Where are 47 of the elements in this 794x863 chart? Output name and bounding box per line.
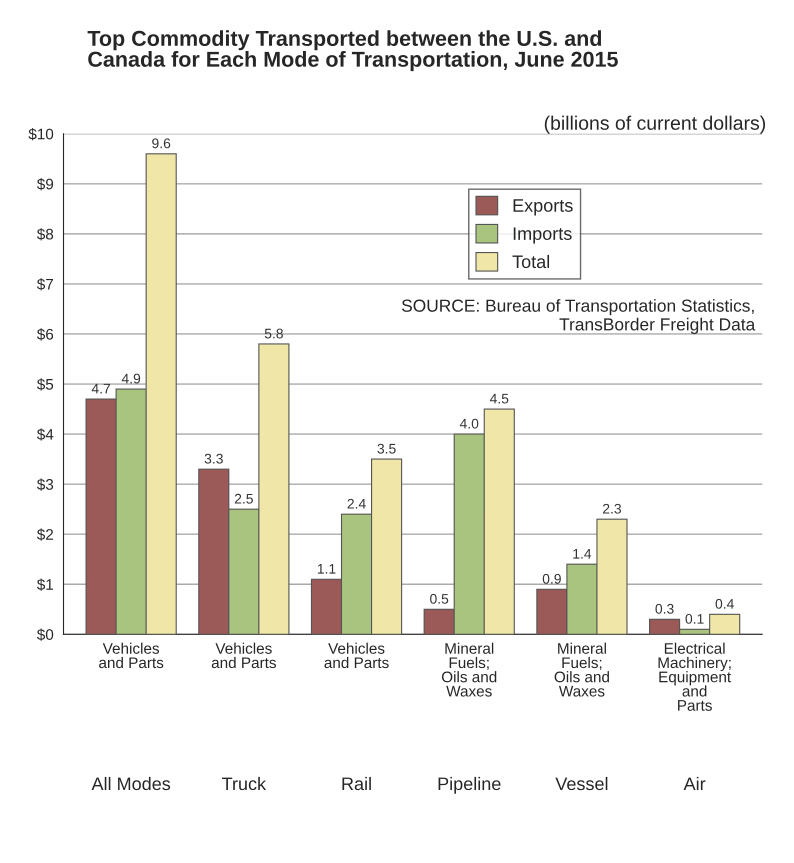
data-label: 4.0: [460, 418, 478, 429]
data-label: 3.5: [377, 444, 396, 454]
x-tick-label: Vehicles and Parts: [99, 642, 164, 668]
legend-label: Exports: [514, 199, 573, 216]
text: Vessel: [555, 776, 608, 790]
data-label: 0.1: [686, 614, 704, 624]
x-tick-label: Vehicles and Parts: [324, 642, 389, 668]
data-label: 3.3: [204, 454, 223, 464]
data-label: 0.3: [655, 604, 674, 614]
data-label: 1.1: [318, 564, 336, 574]
x-tick-label: Electrical Machinery; Equipment and Parts: [658, 642, 732, 711]
data-label: 0.9: [542, 574, 561, 584]
y-tick-label: $4: [36, 428, 54, 441]
y-tick-label: $2: [36, 528, 54, 541]
chart-title: Top Commodity Transported between the U.S. and Canada for Each Mode of Transportation, June 2015: [88, 30, 618, 72]
y-tick-label: $7: [36, 278, 54, 291]
y-tick-label: $5: [36, 378, 54, 391]
y-tick-label: $3: [36, 478, 54, 491]
data-label: 0.4: [716, 598, 734, 609]
data-label: 5.8: [264, 328, 283, 338]
legend-label: Imports: [514, 227, 572, 244]
data-label: 4.7: [92, 384, 110, 394]
data-label: 1.4: [573, 549, 592, 559]
text: Pipeline: [438, 776, 501, 794]
data-label: 4.9: [122, 374, 140, 384]
x-tick-label: Mineral Fuels; Oils and Waxes: [554, 642, 609, 697]
y-tick-label: $1: [36, 578, 54, 591]
y-tick-label: $8: [36, 228, 54, 240]
legend-label: Total: [512, 254, 550, 268]
data-label: 0.5: [430, 594, 448, 604]
data-label: 4.5: [490, 394, 508, 404]
text: Air: [684, 776, 706, 790]
text: All Modes: [92, 776, 170, 790]
y-tick-label: $10: [28, 128, 54, 140]
data-label: 2.5: [234, 494, 253, 504]
y-tick-label: $0: [36, 628, 54, 641]
chart-subtitle: (billions of current dollars): [544, 116, 766, 134]
x-tick-label: Mineral Fuels; Oils and Waxes: [442, 642, 496, 697]
y-tick-label: $6: [36, 328, 54, 341]
y-tick-label: $9: [36, 178, 54, 190]
text: Truck: [222, 776, 266, 790]
data-label: 2.4: [348, 498, 366, 509]
text: Rail: [342, 776, 371, 790]
annotation: SOURCE: Bureau of Transportation Statistics, TransBorder Freight Data: [402, 299, 756, 334]
data-label: 2.3: [603, 504, 622, 514]
x-tick-label: Vehicles and Parts: [212, 642, 276, 668]
data-label: 9.6: [152, 138, 170, 148]
